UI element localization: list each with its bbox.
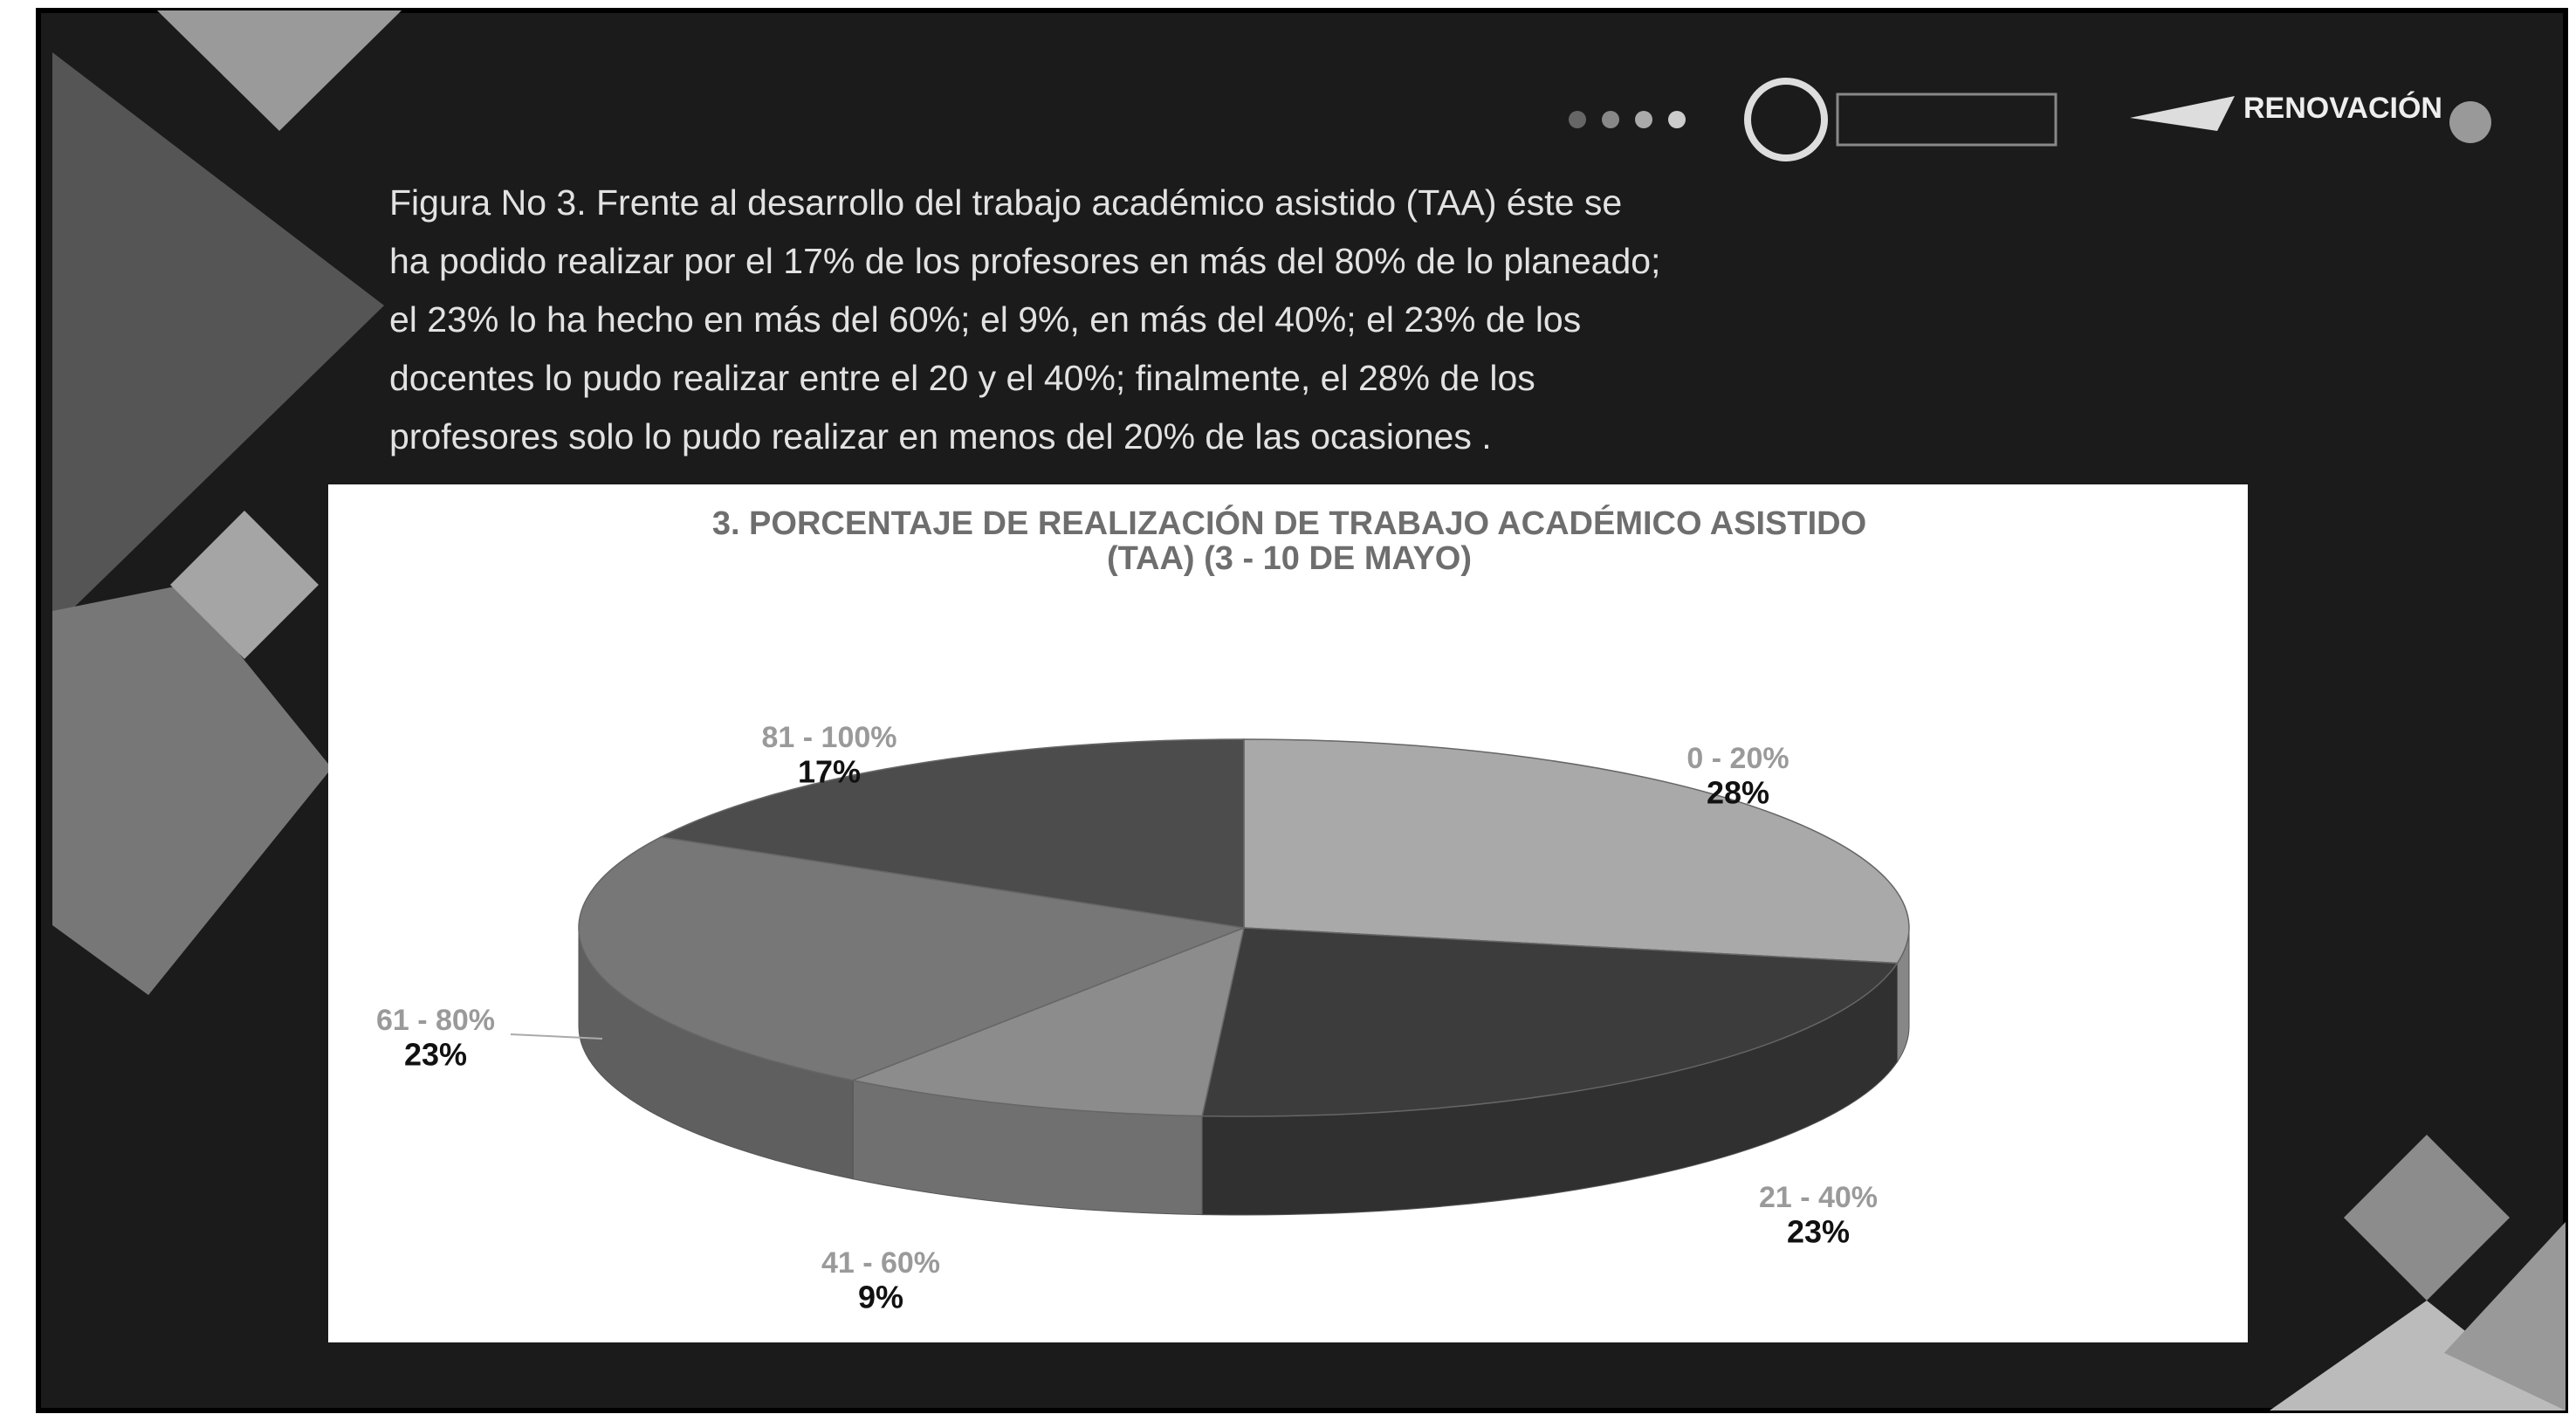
- decor: [2270, 1301, 2566, 1411]
- value-label: 28%: [1707, 775, 1769, 811]
- decor: [157, 10, 402, 131]
- category-label: 81 - 100%: [762, 721, 897, 754]
- logos: RENOVACIÓN: [1569, 78, 2491, 161]
- logo-text: RENOVACIÓN: [2243, 92, 2442, 125]
- category-label: 61 - 80%: [376, 1004, 495, 1037]
- decor: [52, 52, 384, 628]
- caption-line: Figura No 3. Frente al desarrollo del tr…: [389, 182, 1622, 223]
- slice: [578, 836, 1247, 1081]
- caption-line: ha podido realizar por el 17% de los pro…: [389, 241, 1660, 281]
- category-label: 21 - 40%: [1759, 1181, 1878, 1214]
- dot: [1635, 111, 1652, 128]
- dot: [1602, 111, 1619, 128]
- value-label: 17%: [798, 754, 861, 790]
- slice: [1243, 738, 1910, 964]
- university-text-box: [1836, 93, 2057, 147]
- logo-shape: [2130, 96, 2235, 131]
- dot: [1569, 111, 1586, 128]
- decor: [170, 511, 319, 659]
- university-logo: [1744, 78, 1828, 161]
- value-label: 23%: [1787, 1214, 1850, 1250]
- decor: [2444, 1222, 2566, 1411]
- slice: [850, 926, 1246, 1117]
- logo-seal: [2449, 101, 2491, 143]
- decor: [52, 585, 332, 995]
- slice: [1201, 927, 1899, 1117]
- decor: [2344, 1135, 2510, 1301]
- caption-line: docentes lo pudo realizar entre el 20 y …: [389, 358, 1535, 398]
- dot: [1668, 111, 1686, 128]
- value-label: 9%: [858, 1280, 903, 1315]
- leader-line: [510, 1033, 603, 1040]
- caption-line: el 23% lo ha hecho en más del 60%; el 9%…: [389, 299, 1581, 340]
- category-label: 0 - 20%: [1686, 742, 1789, 775]
- chart-title: 3. PORCENTAJE DE REALIZACIÓN DE TRABAJO …: [711, 505, 1867, 577]
- caption-line: profesores solo lo pudo realizar en meno…: [389, 416, 1492, 456]
- category-label: 41 - 60%: [821, 1246, 940, 1280]
- slice: [658, 738, 1245, 929]
- value-label: 23%: [404, 1037, 467, 1073]
